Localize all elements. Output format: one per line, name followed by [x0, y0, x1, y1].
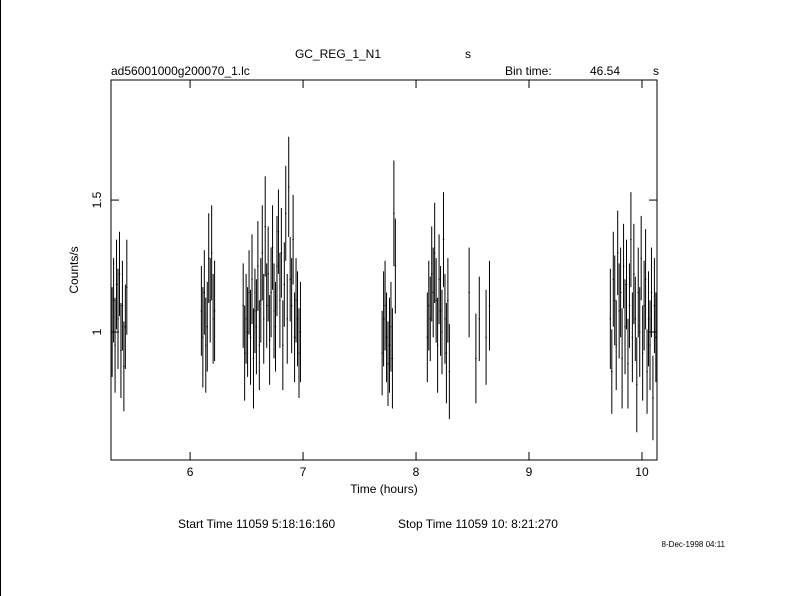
y-tick-label: 1.5	[90, 191, 104, 208]
bin-time: 46.54	[590, 64, 620, 78]
stop-time: Stop Time 11059 10: 8:21:270	[398, 517, 558, 531]
x-tick-label: 10	[635, 465, 649, 479]
x-tick-label: 7	[300, 465, 307, 479]
start-time: Start Time 11059 5:18:16:160	[178, 517, 336, 531]
bin-time-unit: s	[653, 64, 659, 78]
y-axis-label: Counts/s	[67, 246, 81, 293]
plot-frame	[110, 79, 658, 461]
x-axis-label: Time (hours)	[350, 482, 418, 496]
timestamp: 8-Dec-1998 04:11	[662, 540, 726, 549]
title-unit: s	[465, 47, 471, 61]
x-tick-label: 8	[413, 465, 420, 479]
y-tick-label: 1	[90, 328, 104, 335]
file-label: ad56001000g200070_1.lc	[111, 64, 250, 78]
chart-title: GC_REG_1_N1	[295, 47, 381, 61]
bin-time-label: Bin time:	[505, 64, 552, 78]
x-tick-label: 9	[526, 465, 533, 479]
x-tick-label: 6	[187, 465, 194, 479]
